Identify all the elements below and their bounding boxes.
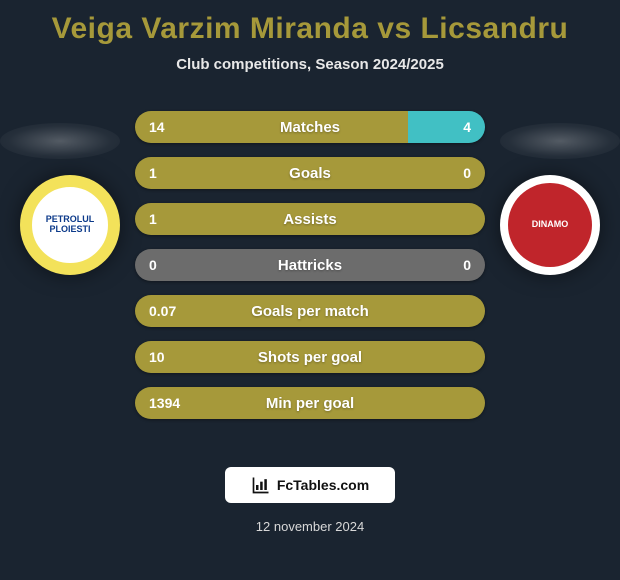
stat-row: Assists1 [135,203,485,235]
stat-seg-right [408,111,485,143]
stat-value-right: 0 [449,249,485,281]
stat-label: Hattricks [135,249,485,281]
stat-seg-left [135,203,485,235]
brand-badge: FcTables.com [225,467,395,503]
subtitle: Club competitions, Season 2024/2025 [0,56,620,73]
stat-bars: Matches144 Goals10 Assists1 Hattricks0 0 Goal… [135,111,485,433]
stat-seg-left [135,387,485,419]
date-text: 12 november 2024 [0,519,620,534]
team-badge-right-inner: DINAMO [508,183,592,267]
team-badge-left: PETROLUL PLOIESTI [20,175,120,275]
stat-seg-left [135,111,408,143]
stat-row: Goals per match0.07 [135,295,485,327]
page-title: Veiga Varzim Miranda vs Licsandru [0,0,620,46]
stat-row: Hattricks0 0 [135,249,485,281]
team-badge-left-inner: PETROLUL PLOIESTI [28,183,112,267]
stat-row: Min per goal1394 [135,387,485,419]
stat-row: Matches144 [135,111,485,143]
brand-text: FcTables.com [277,477,369,493]
spotlight-right [500,123,620,159]
team-badge-left-text: PETROLUL PLOIESTI [38,215,102,235]
stat-value-left: 0 [135,249,171,281]
team-badge-right-text: DINAMO [532,220,569,230]
stat-row: Shots per goal10 [135,341,485,373]
stat-seg-left [135,157,485,189]
stat-row: Goals10 [135,157,485,189]
team-badge-right: DINAMO [500,175,600,275]
chart-icon [251,475,271,495]
comparison-panel: PETROLUL PLOIESTI DINAMO Matches144 Goals… [0,103,620,443]
spotlight-left [0,123,120,159]
stat-seg-left [135,295,485,327]
stat-seg-left [135,341,485,373]
